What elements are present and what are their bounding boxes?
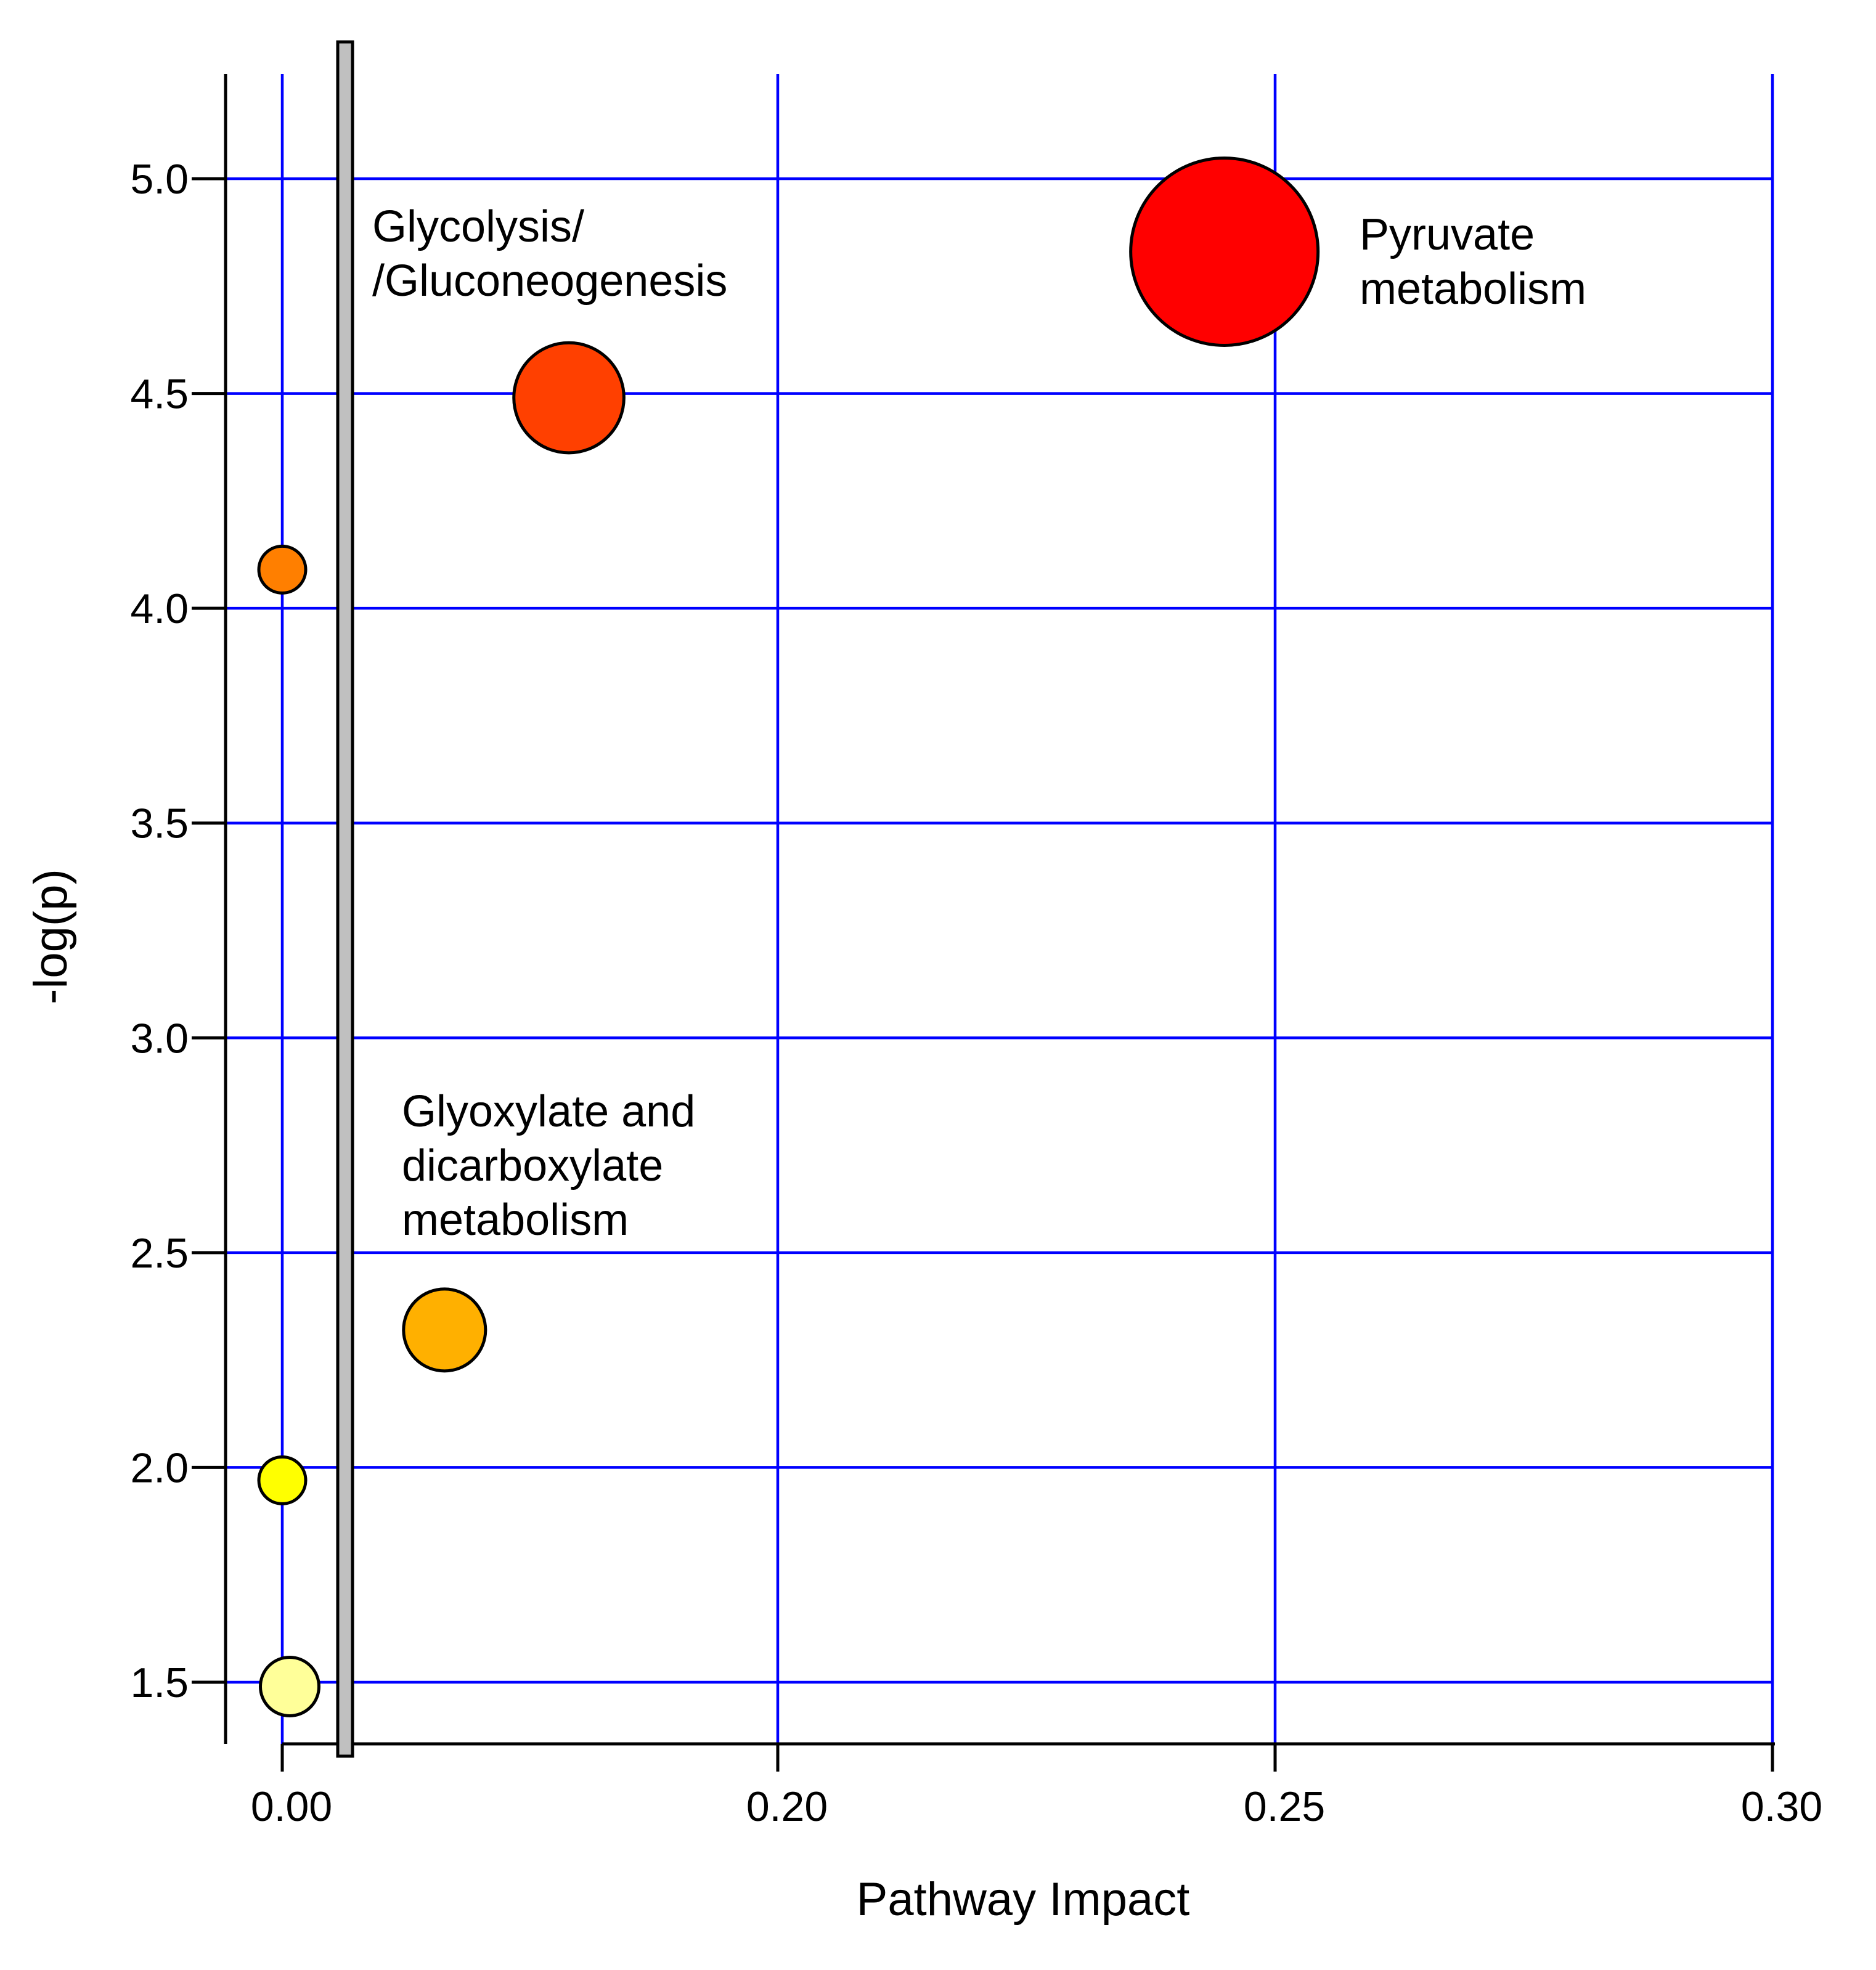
y-tick-label: 2.0 [130, 1444, 189, 1491]
pathway-bubble [257, 544, 308, 595]
y-axis-title: -log(p) [25, 869, 77, 1004]
x-tick-label: 0.30 [1741, 1783, 1822, 1830]
pathway-annotation: Glycolysis/ /Gluconeogenesis [372, 202, 727, 306]
x-tick-label: 0.25 [1244, 1783, 1325, 1830]
x-axis-title: Pathway Impact [857, 1873, 1190, 1926]
pathway-bubble [257, 1455, 308, 1505]
y-tick-label: 4.0 [130, 585, 189, 632]
pathway-bubble [512, 341, 626, 455]
y-tick-label: 2.5 [130, 1230, 189, 1277]
y-tick-label: 4.5 [130, 371, 189, 418]
pathway-bubble [402, 1287, 487, 1373]
pathway-annotation: Glyoxylate and dicarboxylate metabolism [402, 1087, 695, 1245]
annotation-line: /Gluconeogenesis [372, 256, 727, 306]
pathway-bubble [1129, 157, 1320, 348]
axes: 1.5 2.0 2.5 3.0 3.5 4.0 4.5 5.0 0.00 0.20 0.25 0.30 [130, 40, 1822, 1830]
annotation-line: metabolism [402, 1195, 629, 1245]
annotation-line: metabolism [1360, 264, 1586, 314]
y-tick-label: 1.5 [130, 1659, 189, 1706]
annotation-line: Pyruvate [1360, 210, 1535, 259]
pathway-annotation: Pyruvate metabolism [1360, 210, 1586, 314]
annotation-line: dicarboxylate [402, 1141, 663, 1191]
data-points [257, 157, 1320, 1717]
annotation-line: Glyoxylate and [402, 1087, 695, 1136]
annotations: Glycolysis/ /Gluconeogenesis Pyruvate metab… [372, 202, 1586, 1245]
axis-break-bar [336, 40, 354, 1758]
y-tick-label: 3.0 [130, 1015, 189, 1062]
x-tick-label: 0.20 [746, 1783, 828, 1830]
grid-lines [226, 74, 1774, 1744]
y-tick-label: 3.5 [130, 800, 189, 847]
pathway-bubble [259, 1655, 320, 1717]
y-tick-label: 5.0 [130, 156, 189, 203]
x-tick-label: 0.00 [251, 1783, 332, 1830]
annotation-line: Glycolysis/ [372, 202, 584, 251]
